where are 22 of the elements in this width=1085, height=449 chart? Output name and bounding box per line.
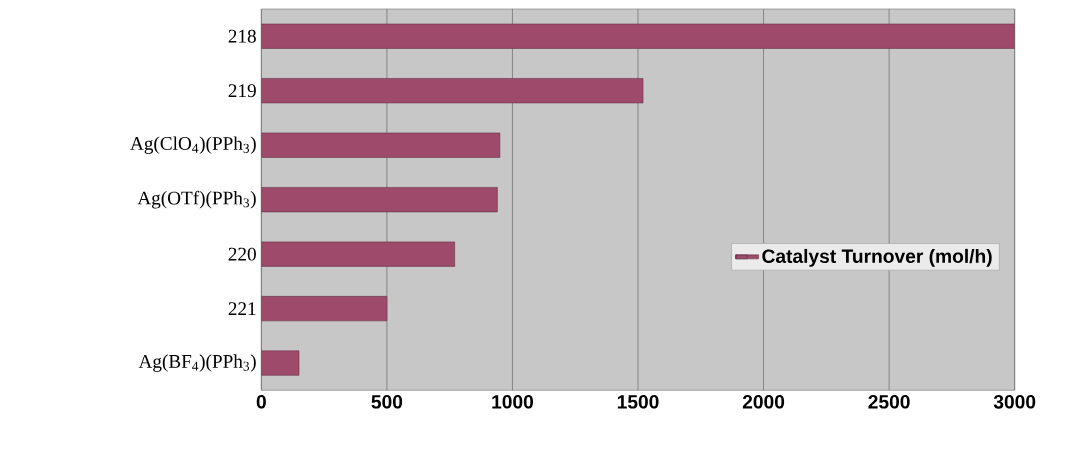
x-tick-label: 500: [371, 395, 403, 409]
x-tick-label: 1000: [492, 395, 534, 409]
y-tick-label: 219: [228, 84, 256, 98]
y-tick-label: 221: [228, 302, 256, 315]
x-tick-label: 2000: [742, 395, 785, 409]
y-tick-label: Ag(ClO$_{4}$)(PPh$_{3}$): [130, 136, 256, 154]
y-tick-label: Ag(BF$_{4}$)(PPh$_{3}$): [138, 354, 256, 372]
bar: [261, 350, 300, 376]
x-tick-label: 3000: [993, 395, 1036, 409]
bar: [261, 187, 498, 213]
bar: [261, 78, 644, 104]
legend-label: Catalyst Turnover (mol/h): [762, 248, 992, 267]
y-tick-label: Ag(OTf)(PPh$_{3}$): [137, 190, 256, 209]
x-tick-label: 1500: [617, 395, 659, 409]
x-tick-label: 2500: [868, 395, 910, 409]
y-tick-label: 218: [228, 29, 256, 43]
bar: [261, 23, 1015, 49]
x-tick-label: 0: [256, 395, 266, 409]
bar: [261, 296, 388, 322]
y-tick-label: 220: [228, 247, 256, 261]
bar: [261, 132, 501, 158]
bar: [261, 241, 455, 267]
